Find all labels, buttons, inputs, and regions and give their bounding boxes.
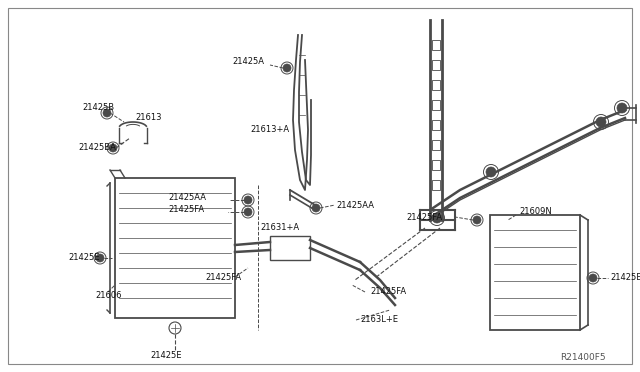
Circle shape xyxy=(312,204,320,212)
Text: 21425A: 21425A xyxy=(232,58,264,67)
Circle shape xyxy=(617,103,627,113)
Text: 21425FA: 21425FA xyxy=(168,205,204,215)
Circle shape xyxy=(432,213,442,223)
Text: 21425AA: 21425AA xyxy=(168,192,206,202)
Text: 21425E: 21425E xyxy=(610,273,640,282)
Circle shape xyxy=(244,208,252,216)
Circle shape xyxy=(96,254,104,262)
Text: 21609N: 21609N xyxy=(519,208,552,217)
Circle shape xyxy=(103,109,111,117)
Bar xyxy=(432,160,440,170)
Bar xyxy=(432,80,440,90)
Text: 21425E: 21425E xyxy=(68,253,99,263)
Circle shape xyxy=(589,274,597,282)
Text: 21425BA: 21425BA xyxy=(78,144,116,153)
Circle shape xyxy=(473,216,481,224)
Bar xyxy=(432,140,440,150)
Text: 21425E: 21425E xyxy=(150,350,182,359)
Text: 21425FA: 21425FA xyxy=(406,212,442,221)
Text: 21425AA: 21425AA xyxy=(336,201,374,209)
Bar xyxy=(432,180,440,190)
Circle shape xyxy=(486,167,496,177)
Text: 21425FA: 21425FA xyxy=(205,273,241,282)
Text: 21631+A: 21631+A xyxy=(260,224,299,232)
Bar xyxy=(432,120,440,130)
Text: 21613+A: 21613+A xyxy=(250,125,289,135)
Text: 21606: 21606 xyxy=(95,291,122,299)
Bar xyxy=(432,40,440,50)
Text: 21425B: 21425B xyxy=(82,103,114,112)
Circle shape xyxy=(283,64,291,72)
Text: R21400F5: R21400F5 xyxy=(560,353,605,362)
Bar xyxy=(432,60,440,70)
Bar xyxy=(432,100,440,110)
Text: 2163L+E: 2163L+E xyxy=(360,315,398,324)
Circle shape xyxy=(244,196,252,204)
Text: 21613: 21613 xyxy=(135,113,161,122)
Circle shape xyxy=(109,144,117,152)
Circle shape xyxy=(596,117,606,127)
Text: 21425FA: 21425FA xyxy=(370,288,406,296)
